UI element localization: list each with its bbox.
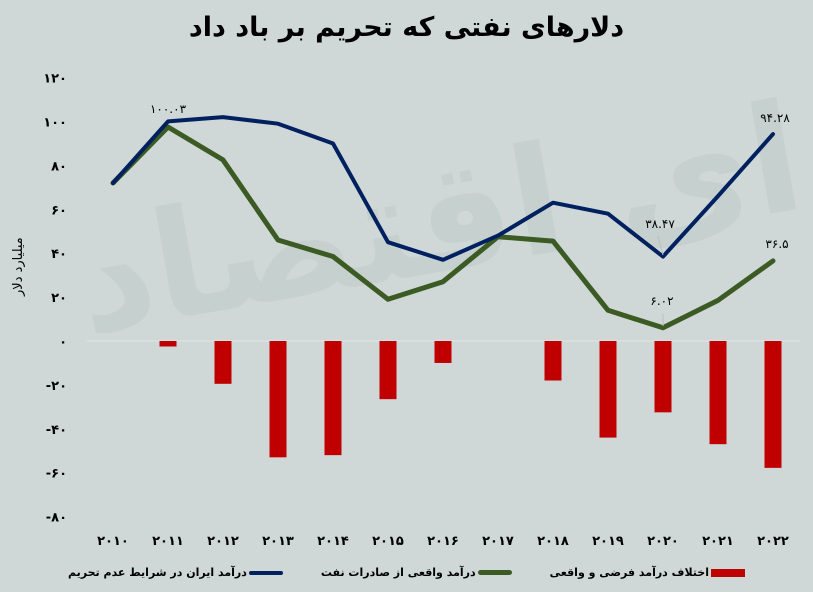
label-green-2020: ۶.۰۲ <box>650 294 673 308</box>
x-tick-label: ۲۰۱۱ <box>152 534 184 549</box>
x-tick-label: ۲۰۱۴ <box>317 534 349 549</box>
legend: اختلاف درآمد فرضی و واقعی درآمد واقعی از… <box>0 566 813 579</box>
legend-label: اختلاف درآمد فرضی و واقعی <box>549 566 709 579</box>
bar <box>764 341 782 468</box>
y-tick-label: ۱۲۰ <box>43 72 67 87</box>
label-blue-2022: ۹۴.۲۸ <box>760 111 790 125</box>
x-tick-label: ۲۰۱۵ <box>372 534 404 549</box>
label-blue-2011: ۱۰۰.۰۳ <box>150 102 187 116</box>
y-tick-label: ۸۰ <box>51 159 67 174</box>
data-labels: ۱۰۰.۰۳ ۳۸.۴۷ ۹۴.۲۸ ۶.۰۲ ۳۶.۵ <box>150 102 790 326</box>
label-green-2022: ۳۶.۵ <box>765 237 788 251</box>
bar <box>214 341 232 384</box>
y-tick-label: -۶۰ <box>46 467 67 482</box>
line-path <box>111 115 775 262</box>
legend-swatch-line-icon <box>248 570 283 575</box>
legend-item-difference: اختلاف درآمد فرضی و واقعی <box>550 566 745 579</box>
legend-item-real-revenue: درآمد واقعی از صادرات نفت <box>321 566 512 579</box>
legend-item-no-sanction-revenue: درآمد ایران در شرایط عدم تحریم <box>68 566 283 579</box>
line-series-real-revenue <box>110 124 776 331</box>
legend-label: درآمد ایران در شرایط عدم تحریم <box>68 566 247 579</box>
bar <box>434 341 452 363</box>
y-tick-label: -۴۰ <box>46 423 67 438</box>
bar <box>159 341 177 347</box>
y-tick-label: ۱۰۰ <box>43 116 67 131</box>
bar <box>544 341 562 381</box>
legend-label: درآمد واقعی از صادرات نفت <box>320 566 476 579</box>
bar <box>269 341 287 458</box>
chart-title: دلارهای نفتی که تحریم بر باد داد <box>188 12 625 43</box>
x-tick-label: ۲۰۱۳ <box>262 534 294 549</box>
bar <box>379 341 397 400</box>
bar <box>324 341 342 456</box>
y-tick-label: ۰ <box>59 335 67 350</box>
label-blue-2020: ۳۸.۴۷ <box>645 217 675 231</box>
y-axis-ticks: ۱۲۰ ۱۰۰ ۸۰ ۶۰ ۴۰ ۲۰ ۰ -۲۰ -۴۰ -۶۰ -۸۰ <box>43 72 67 526</box>
x-tick-label: ۲۰۱۶ <box>427 534 459 549</box>
bar <box>709 341 727 445</box>
bar-series-difference <box>159 341 782 468</box>
y-tick-label: -۸۰ <box>46 511 67 526</box>
y-tick-label: ۲۰ <box>51 291 67 306</box>
x-tick-label: ۲۰۱۷ <box>482 534 514 549</box>
line-path <box>110 124 776 331</box>
y-tick-label: ۴۰ <box>51 247 67 262</box>
x-tick-label: ۲۰۲۲ <box>757 534 789 549</box>
x-tick-label: ۲۰۱۸ <box>537 534 569 549</box>
x-axis-ticks: ۲۰۱۰ ۲۰۱۱ ۲۰۱۲ ۲۰۱۳ ۲۰۱۴ ۲۰۱۵ ۲۰۱۶ ۲۰۱۷ ۲۰۱۸ ۲۰۱۹… <box>97 534 789 549</box>
bar <box>654 341 672 413</box>
x-tick-label: ۲۰۲۰ <box>647 534 679 549</box>
line-series-no-sanction-revenue <box>111 115 775 262</box>
x-tick-label: ۲۰۱۰ <box>97 534 129 549</box>
x-tick-label: ۲۰۱۲ <box>207 534 239 549</box>
y-tick-label: -۲۰ <box>46 379 67 394</box>
bar <box>599 341 617 438</box>
legend-swatch-line-icon <box>477 570 512 575</box>
leader-line <box>657 235 664 256</box>
x-tick-label: ۲۰۲۱ <box>702 534 734 549</box>
legend-swatch-bar-icon <box>710 568 745 577</box>
y-axis-label: میلیارد دلار <box>11 237 26 296</box>
y-tick-label: ۶۰ <box>51 203 67 218</box>
x-tick-label: ۲۰۱۹ <box>592 534 624 549</box>
